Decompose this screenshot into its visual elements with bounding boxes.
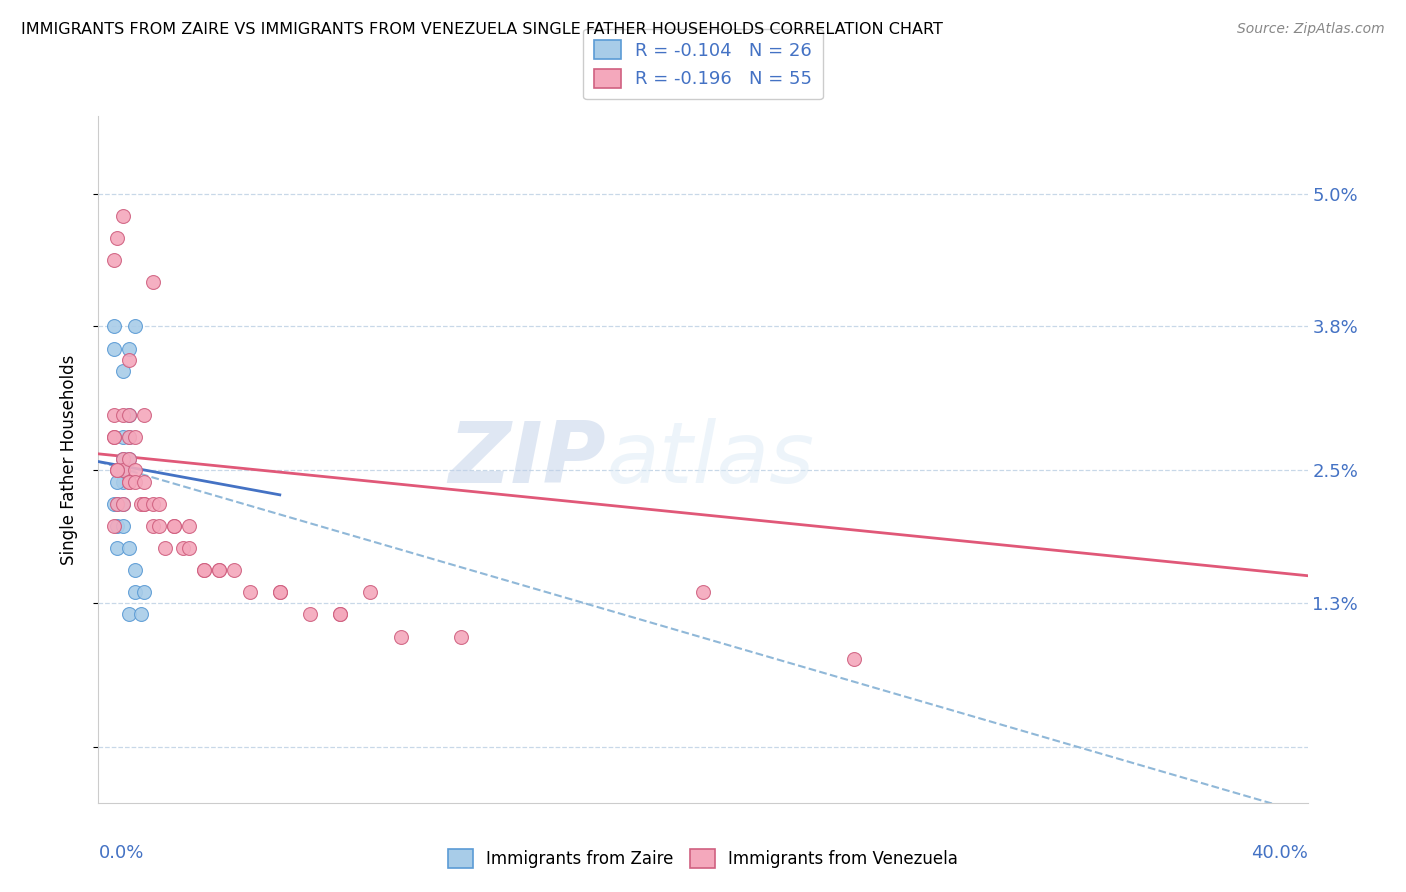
Point xyxy=(148,497,170,511)
Point xyxy=(118,475,141,489)
Text: 0.0%: 0.0% xyxy=(98,844,143,862)
Point xyxy=(111,463,134,477)
Point xyxy=(163,519,186,533)
Point xyxy=(105,231,128,245)
Point xyxy=(208,563,231,577)
Point xyxy=(118,452,141,467)
Point xyxy=(124,430,146,444)
Point xyxy=(224,563,246,577)
Point xyxy=(105,463,128,477)
Point xyxy=(142,519,165,533)
Point xyxy=(389,630,412,644)
Point xyxy=(124,585,146,599)
Point xyxy=(132,497,155,511)
Point xyxy=(239,585,262,599)
Point xyxy=(118,430,141,444)
Point xyxy=(129,497,152,511)
Point xyxy=(129,607,152,622)
Point xyxy=(124,319,146,334)
Point xyxy=(118,452,141,467)
Point xyxy=(103,519,125,533)
Point xyxy=(132,408,155,422)
Text: ZIP: ZIP xyxy=(449,417,606,501)
Point xyxy=(105,497,128,511)
Point xyxy=(105,475,128,489)
Point xyxy=(118,430,141,444)
Legend: R = -0.104   N = 26, R = -0.196   N = 55: R = -0.104 N = 26, R = -0.196 N = 55 xyxy=(583,29,823,99)
Point xyxy=(103,430,125,444)
Point xyxy=(844,652,866,666)
Point xyxy=(105,541,128,555)
Text: 40.0%: 40.0% xyxy=(1251,844,1308,862)
Point xyxy=(111,209,134,223)
Point xyxy=(111,463,134,477)
Point xyxy=(132,497,155,511)
Point xyxy=(111,408,134,422)
Point xyxy=(208,563,231,577)
Point xyxy=(103,497,125,511)
Text: atlas: atlas xyxy=(606,417,814,501)
Point xyxy=(111,430,134,444)
Point xyxy=(450,630,472,644)
Point xyxy=(118,342,141,356)
Point xyxy=(193,563,215,577)
Point xyxy=(269,585,291,599)
Y-axis label: Single Father Households: Single Father Households xyxy=(59,354,77,565)
Point xyxy=(111,364,134,378)
Point xyxy=(111,452,134,467)
Legend: Immigrants from Zaire, Immigrants from Venezuela: Immigrants from Zaire, Immigrants from V… xyxy=(441,843,965,875)
Point xyxy=(105,497,128,511)
Point xyxy=(148,519,170,533)
Point xyxy=(163,519,186,533)
Point xyxy=(124,463,146,477)
Point xyxy=(103,252,125,267)
Point xyxy=(172,541,194,555)
Point xyxy=(111,497,134,511)
Point xyxy=(103,408,125,422)
Point xyxy=(179,519,201,533)
Point xyxy=(105,519,128,533)
Point xyxy=(179,541,201,555)
Point xyxy=(299,607,322,622)
Point xyxy=(118,541,141,555)
Point xyxy=(142,497,165,511)
Point xyxy=(118,408,141,422)
Point xyxy=(329,607,352,622)
Point xyxy=(118,408,141,422)
Text: Source: ZipAtlas.com: Source: ZipAtlas.com xyxy=(1237,22,1385,37)
Point xyxy=(118,475,141,489)
Point xyxy=(142,275,165,289)
Point xyxy=(111,475,134,489)
Point xyxy=(111,452,134,467)
Point xyxy=(105,463,128,477)
Point xyxy=(111,519,134,533)
Point xyxy=(329,607,352,622)
Point xyxy=(193,563,215,577)
Point xyxy=(692,585,714,599)
Point xyxy=(269,585,291,599)
Point xyxy=(105,463,128,477)
Point xyxy=(124,563,146,577)
Point xyxy=(111,497,134,511)
Point xyxy=(360,585,382,599)
Point xyxy=(118,352,141,367)
Point xyxy=(132,585,155,599)
Point xyxy=(153,541,176,555)
Point xyxy=(103,430,125,444)
Point xyxy=(132,475,155,489)
Point xyxy=(118,607,141,622)
Point xyxy=(124,475,146,489)
Text: IMMIGRANTS FROM ZAIRE VS IMMIGRANTS FROM VENEZUELA SINGLE FATHER HOUSEHOLDS CORR: IMMIGRANTS FROM ZAIRE VS IMMIGRANTS FROM… xyxy=(21,22,943,37)
Point xyxy=(103,319,125,334)
Point xyxy=(103,342,125,356)
